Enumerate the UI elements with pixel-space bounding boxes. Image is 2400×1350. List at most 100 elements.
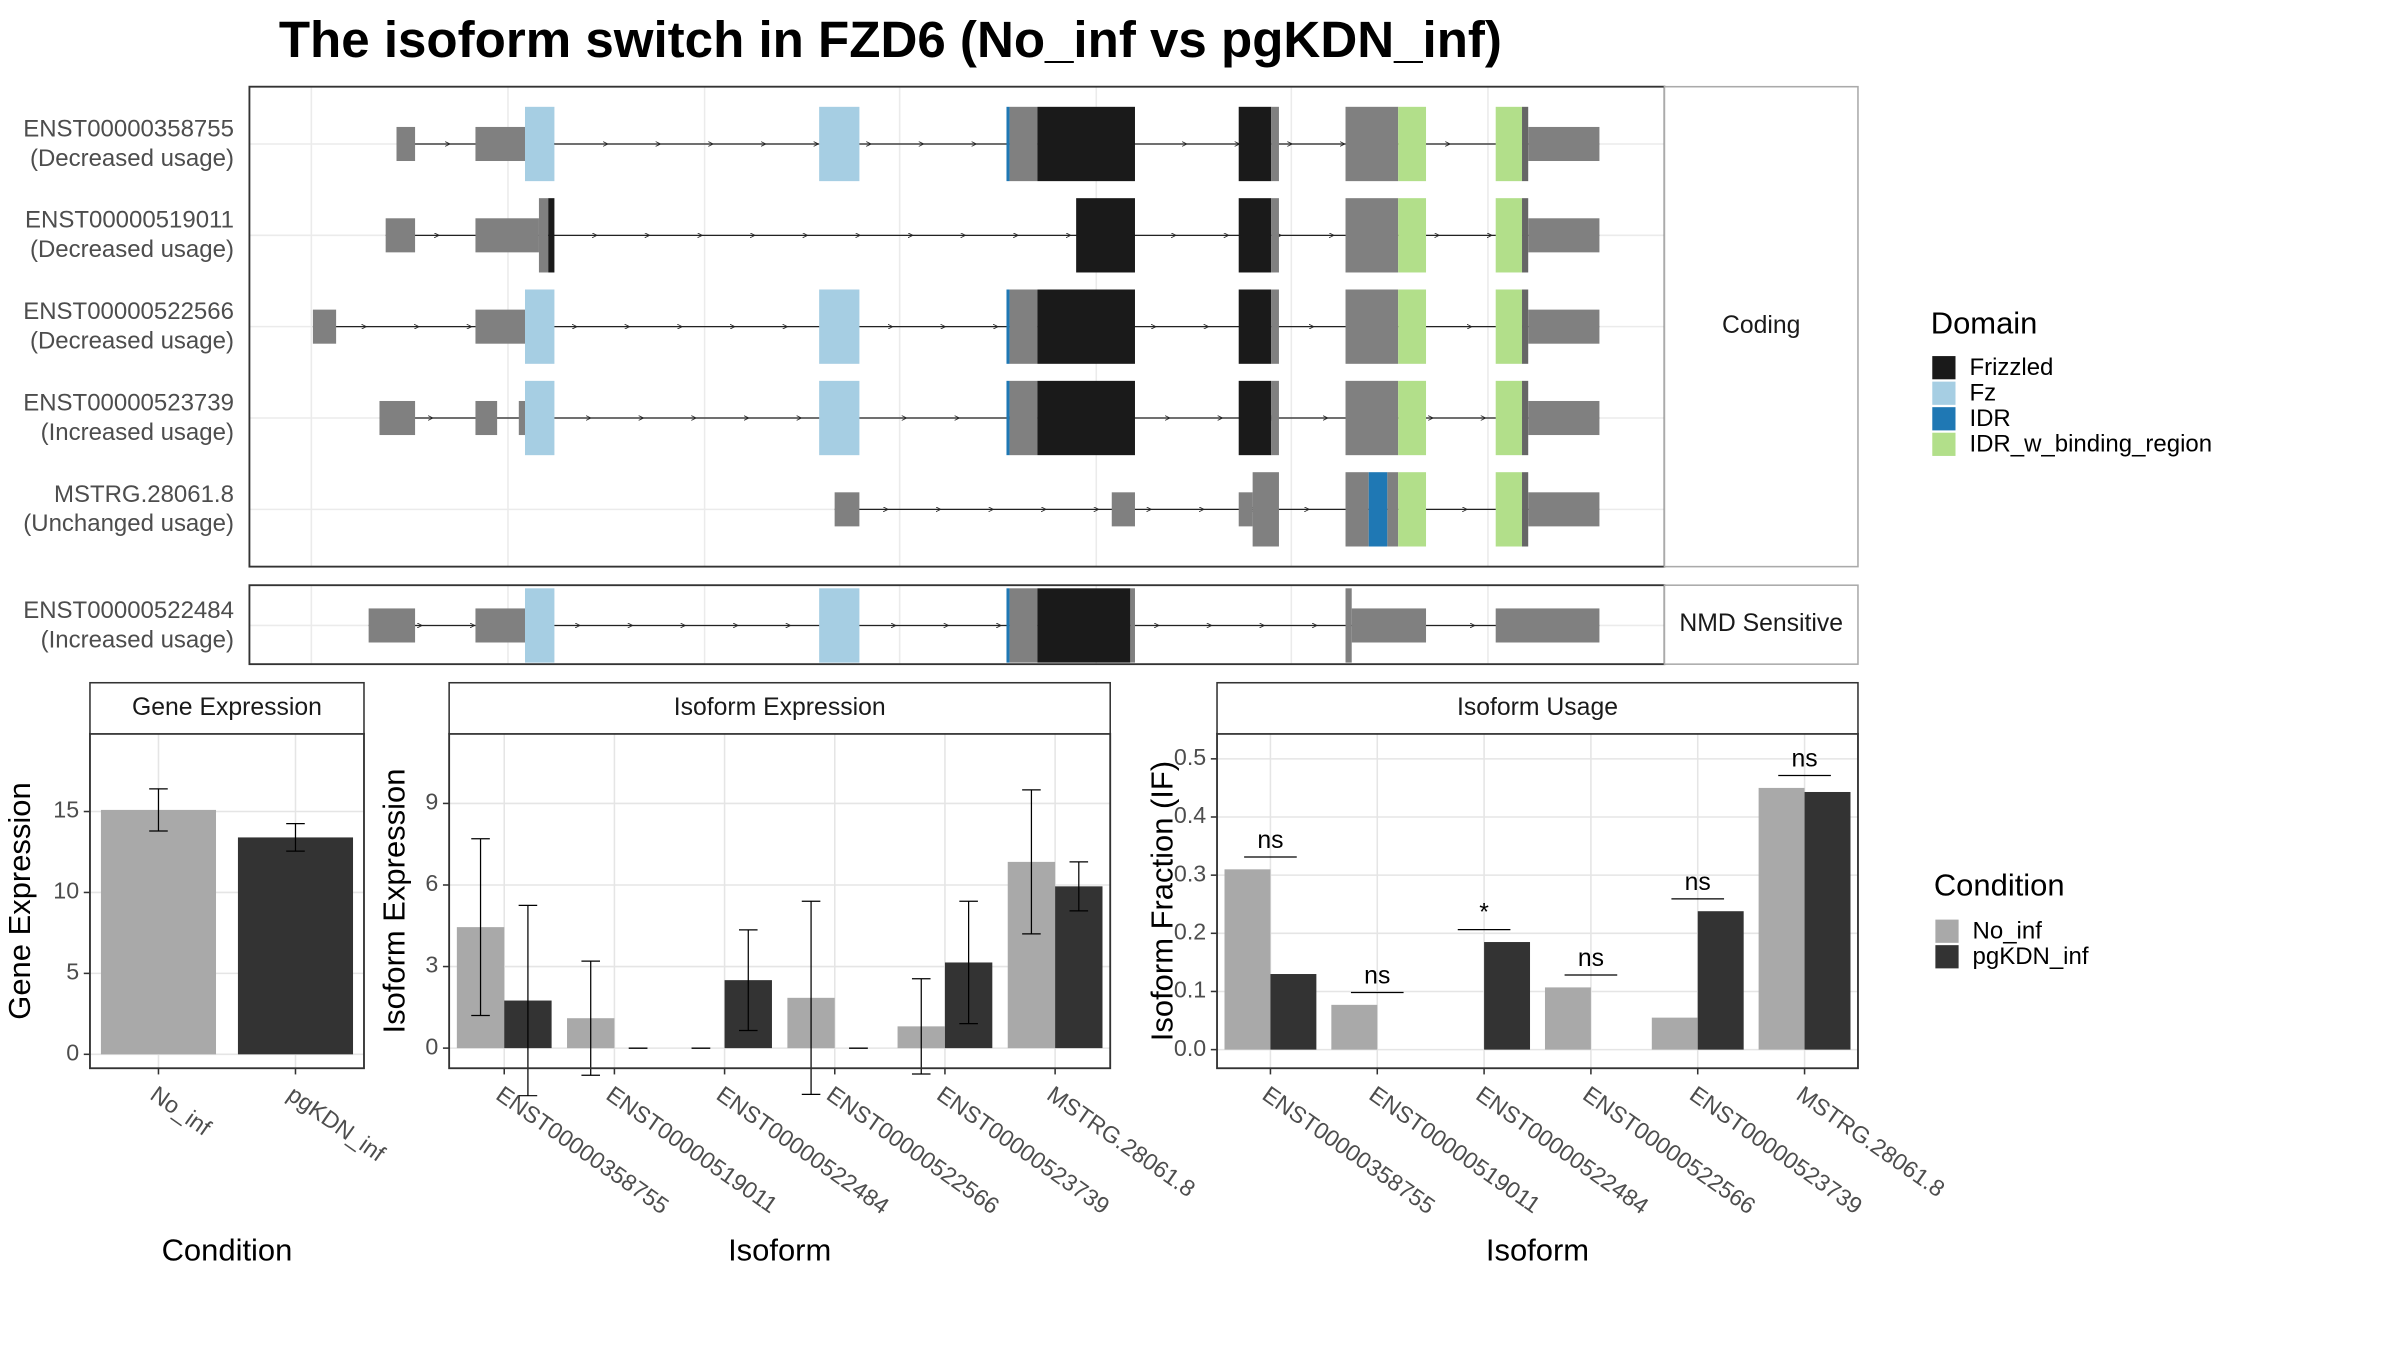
exon xyxy=(1495,380,1523,456)
y-tick-label: 6 xyxy=(425,870,438,896)
exon xyxy=(1238,198,1272,273)
legend-title: Condition xyxy=(1934,867,2065,902)
exon xyxy=(525,588,555,663)
legend-label: Frizzled xyxy=(1969,354,2053,381)
significance-label: ns xyxy=(1791,746,1817,773)
legend-key xyxy=(1932,381,1956,405)
strip xyxy=(1663,584,1859,665)
exon xyxy=(475,400,498,436)
exon xyxy=(1271,198,1279,273)
legend-label: IDR xyxy=(1969,405,2010,432)
plot-panel xyxy=(449,733,1111,1069)
exon xyxy=(1009,588,1038,663)
y-tick-label: 0.5 xyxy=(1174,744,1206,770)
significance-label: * xyxy=(1479,900,1489,927)
exon xyxy=(1495,198,1523,273)
exon xyxy=(1398,106,1427,182)
y-axis-title: Isoform Fraction (IF) xyxy=(1145,761,1180,1041)
exon xyxy=(1037,588,1131,663)
y-tick-label: 10 xyxy=(53,878,79,904)
transcript-name: ENST00000522484 xyxy=(23,597,234,624)
exon xyxy=(1398,472,1427,547)
exon xyxy=(1398,198,1427,273)
error-bar xyxy=(518,904,538,1097)
error-bar xyxy=(581,960,601,1076)
exon xyxy=(1495,289,1523,364)
strip xyxy=(448,681,1111,735)
plot-panel xyxy=(1217,733,1858,1069)
strip xyxy=(1663,85,1859,568)
x-axis-title: Isoform xyxy=(1486,1233,1589,1268)
exon xyxy=(1006,289,1010,364)
y-tick-label: 9 xyxy=(425,789,438,815)
exon xyxy=(1009,289,1038,364)
y-tick-label: 5 xyxy=(66,959,79,985)
strip xyxy=(1216,681,1859,735)
exon xyxy=(1037,380,1135,456)
exon xyxy=(1528,400,1600,436)
exon xyxy=(1006,106,1010,182)
y-tick-label: 0 xyxy=(66,1039,79,1065)
y-tick-label: 15 xyxy=(53,797,79,823)
strip-label: Coding xyxy=(1722,312,1800,339)
exon xyxy=(475,218,539,253)
exon xyxy=(1037,289,1135,364)
exon xyxy=(1398,380,1427,456)
exon xyxy=(1006,380,1010,456)
exon xyxy=(1522,380,1529,456)
exon xyxy=(1351,608,1427,643)
exon xyxy=(819,289,860,364)
bar xyxy=(1651,1017,1698,1050)
exon xyxy=(834,492,860,527)
exon xyxy=(1076,198,1135,273)
exon xyxy=(1271,106,1279,182)
exon xyxy=(1345,588,1352,663)
transcript-usage: (Decreased usage) xyxy=(30,145,234,172)
significance-label: ns xyxy=(1578,945,1604,972)
exon xyxy=(525,380,555,456)
transcript-name: ENST00000358755 xyxy=(23,115,234,142)
x-axis-title: Isoform xyxy=(728,1233,831,1268)
exon xyxy=(1522,289,1529,364)
legend-key xyxy=(1932,407,1956,431)
bar xyxy=(1758,787,1805,1050)
significance-label: ns xyxy=(1364,963,1390,990)
bar xyxy=(1804,791,1851,1050)
y-axis-title: Gene Expression xyxy=(2,782,37,1019)
exon xyxy=(1345,198,1399,273)
error-bar xyxy=(471,838,490,1017)
error-bar xyxy=(738,929,758,1032)
transcript-name: ENST00000522566 xyxy=(23,298,234,325)
exon xyxy=(1111,492,1135,527)
strip-label: Gene Expression xyxy=(132,694,322,721)
exon xyxy=(1528,492,1600,527)
exon xyxy=(1528,126,1600,162)
legend-key xyxy=(1935,919,1959,943)
bar xyxy=(1544,987,1591,1050)
error-bar xyxy=(286,823,305,852)
exon xyxy=(1238,492,1253,527)
exon xyxy=(475,309,525,344)
exon xyxy=(475,608,525,643)
bar xyxy=(1331,1004,1378,1050)
exon xyxy=(1345,106,1399,182)
legend-key xyxy=(1932,356,1956,380)
bar xyxy=(1697,911,1744,1050)
exon xyxy=(475,126,525,162)
bar xyxy=(1484,942,1531,1050)
exon xyxy=(368,608,416,643)
legend-label: IDR_w_binding_region xyxy=(1969,430,2212,457)
strip-label: NMD Sensitive xyxy=(1679,610,1843,637)
exon xyxy=(1368,472,1388,547)
exon xyxy=(1238,380,1272,456)
strip-label: Isoform Usage xyxy=(1457,694,1618,721)
exon xyxy=(1528,309,1600,344)
exon xyxy=(1345,472,1369,547)
error-bar xyxy=(1022,789,1041,935)
exon xyxy=(312,309,337,344)
y-tick-label: 0.0 xyxy=(1174,1035,1206,1061)
bar xyxy=(1055,886,1103,1049)
transcript-name: ENST00000523739 xyxy=(23,389,234,416)
y-tick-label: 0.3 xyxy=(1174,860,1206,886)
